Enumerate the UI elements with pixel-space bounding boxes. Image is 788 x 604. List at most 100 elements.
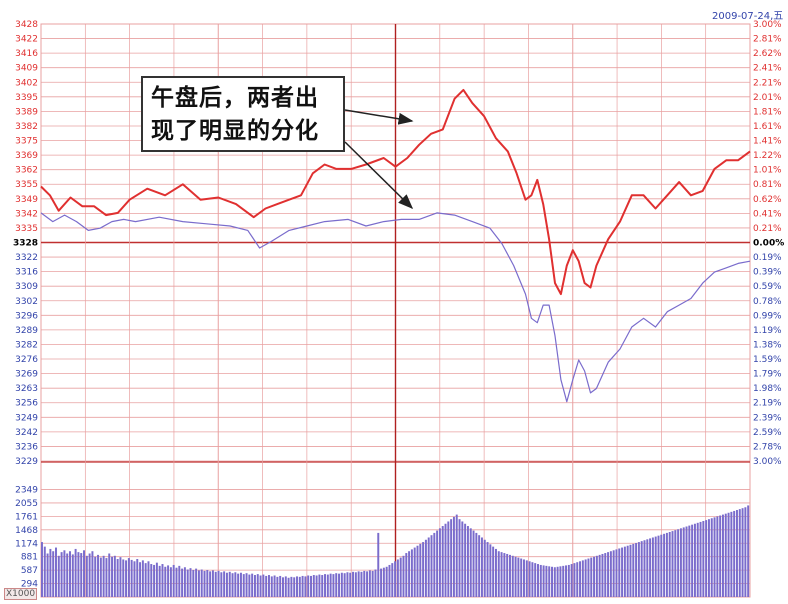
annotation-box: 午盘后，两者出 现了明显的分化	[141, 76, 345, 152]
volume-bar	[475, 532, 478, 597]
percent-tick-label: 0.19%	[753, 253, 782, 263]
volume-bar	[150, 564, 153, 597]
volume-bar	[116, 559, 119, 597]
volume-bar	[377, 532, 380, 597]
volume-bar	[601, 553, 604, 597]
volume-bar	[472, 530, 475, 597]
volume-tick-label: 1761	[15, 512, 38, 522]
volume-bar	[97, 554, 100, 597]
volume-bar	[441, 526, 444, 597]
volume-bar	[231, 573, 234, 597]
volume-bar	[206, 569, 209, 597]
volume-bar	[565, 565, 568, 597]
volume-bar	[410, 549, 413, 597]
volume-bar	[122, 559, 125, 597]
volume-bar	[217, 570, 220, 597]
volume-bar	[105, 558, 108, 597]
percent-tick-label: 2.78%	[753, 442, 782, 452]
volume-bar	[716, 516, 719, 597]
volume-bar	[178, 565, 181, 597]
volume-bar	[402, 555, 405, 597]
volume-bar	[332, 574, 335, 597]
volume-bar	[419, 543, 422, 597]
volume-bar	[523, 559, 525, 597]
volume-bar	[223, 571, 226, 597]
volume-bar	[169, 567, 172, 597]
price-tick-label: 3395	[15, 93, 38, 103]
volume-bar	[338, 573, 341, 597]
volume-bar	[52, 551, 55, 597]
percent-tick-label: 0.81%	[753, 180, 782, 190]
volume-bar	[450, 519, 453, 597]
volume-bar	[444, 523, 447, 597]
volume-bar	[326, 574, 329, 597]
volume-bar	[147, 561, 150, 597]
volume-bar	[119, 557, 122, 597]
volume-tick-label: 2349	[15, 485, 38, 495]
volume-bar	[508, 554, 511, 597]
price-tick-label: 3249	[15, 413, 38, 423]
percent-tick-label: 1.59%	[753, 355, 782, 365]
price-tick-label: 3302	[15, 297, 38, 307]
volume-bars	[41, 505, 750, 597]
volume-bar	[511, 555, 514, 597]
volume-bar	[144, 563, 147, 597]
volume-bar	[640, 541, 643, 597]
volume-bar	[46, 553, 49, 597]
percent-tick-label: 2.81%	[753, 35, 782, 45]
volume-bar	[374, 569, 377, 597]
volume-bar	[262, 574, 265, 597]
volume-bar	[380, 568, 383, 597]
volume-bar	[282, 577, 284, 597]
volume-bar	[705, 520, 708, 597]
price-tick-label: 3335	[15, 224, 38, 234]
volume-bar	[427, 537, 430, 597]
volume-bar	[514, 556, 517, 597]
volume-bar	[237, 573, 240, 597]
volume-bar	[528, 561, 531, 597]
percent-tick-label: 0.00%	[753, 239, 784, 249]
volume-bar	[203, 570, 206, 597]
volume-bar	[621, 547, 624, 597]
price-tick-label: 3402	[15, 78, 38, 88]
volume-bar	[688, 525, 691, 597]
index-price-line	[40, 88, 751, 296]
volume-bar	[391, 563, 394, 597]
volume-bar	[567, 564, 570, 597]
volume-bar	[651, 537, 654, 597]
volume-bar	[77, 552, 80, 597]
percent-tick-label: 3.00%	[753, 20, 782, 30]
percent-tick-label: 1.79%	[753, 370, 782, 380]
volume-bar	[43, 546, 46, 597]
volume-bar	[248, 574, 251, 597]
volume-bar	[259, 575, 262, 597]
volume-bar	[576, 562, 579, 597]
volume-bar	[604, 553, 607, 597]
average-price-line	[40, 212, 751, 403]
volume-bar	[273, 575, 276, 597]
volume-bar	[284, 576, 287, 597]
volume-bar	[94, 556, 97, 597]
volume-bar	[707, 519, 710, 597]
volume-bar	[352, 571, 355, 597]
volume-bar	[296, 576, 298, 597]
percent-tick-label: 1.81%	[753, 107, 782, 117]
volume-bar	[721, 514, 724, 597]
volume-bar	[677, 529, 680, 597]
price-tick-label: 3269	[15, 370, 38, 380]
volume-bar	[506, 553, 509, 597]
volume-bar	[318, 574, 321, 597]
annotation-arrows	[344, 109, 414, 210]
volume-bar	[727, 512, 730, 597]
volume-bar	[416, 545, 419, 597]
volume-bar	[483, 539, 486, 597]
volume-bar	[69, 551, 71, 597]
volume-bar	[307, 575, 310, 597]
volume-bar	[91, 551, 94, 597]
price-lines	[40, 88, 751, 403]
volume-bar	[436, 530, 439, 597]
volume-bar	[607, 552, 610, 597]
volume-bar	[164, 566, 167, 597]
price-tick-label: 3316	[15, 268, 38, 278]
percent-tick-label: 2.39%	[753, 413, 782, 423]
